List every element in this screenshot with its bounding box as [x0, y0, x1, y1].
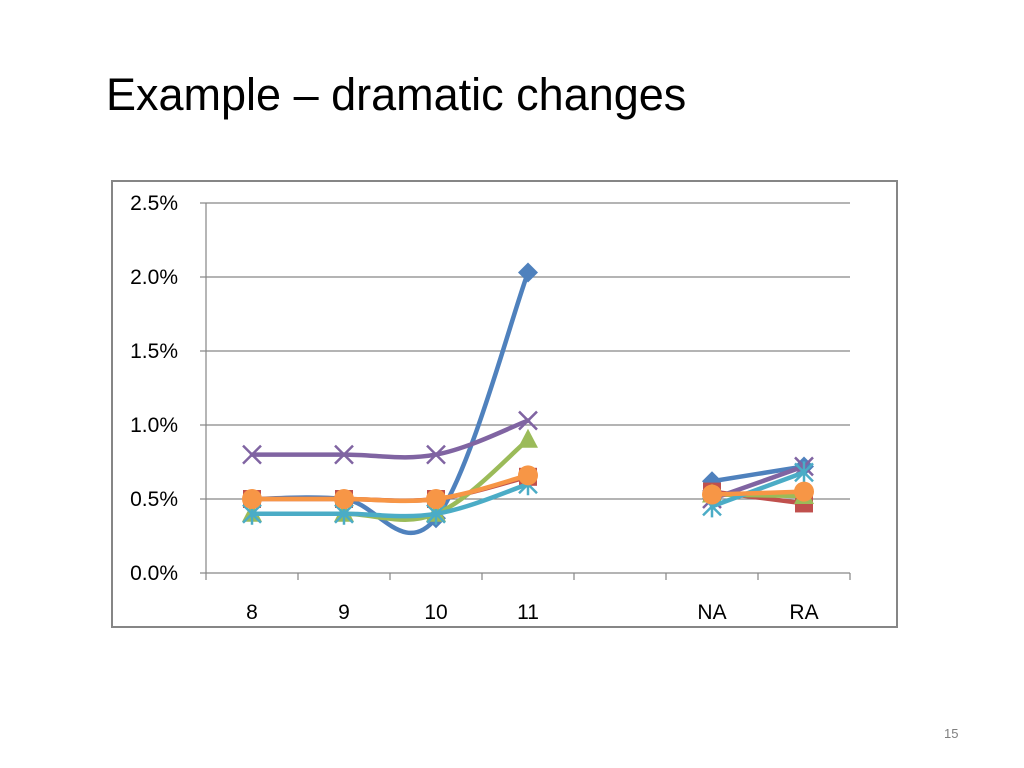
- y-tick-label: 0.5%: [130, 488, 178, 511]
- circle-marker: [702, 484, 722, 505]
- series-line: [249, 473, 531, 504]
- y-tick-label: 2.5%: [130, 192, 178, 215]
- series-line: [249, 270, 531, 536]
- x-tick-label: RA: [789, 601, 818, 624]
- line-chart: 0.0% 0.5% 1.0% 1.5% 2.0% 2.5% 8 9 10 11 NA RA: [111, 180, 898, 628]
- series-lines: [242, 262, 814, 536]
- x-marker: [518, 410, 538, 431]
- chart-canvas: 0.0% 0.5% 1.0% 1.5% 2.0% 2.5% 8 9 10 11 NA RA: [130, 192, 851, 624]
- circle-marker: [794, 481, 814, 502]
- series-line: [249, 418, 531, 460]
- gridlines: [206, 202, 850, 500]
- axes: [200, 202, 851, 580]
- y-tick-label: 0.0%: [130, 562, 178, 585]
- circle-marker: [242, 489, 262, 509]
- star-marker: [794, 461, 814, 484]
- y-tick-label: 1.5%: [130, 340, 178, 363]
- series-line: [249, 481, 531, 519]
- x-tick-label: 10: [424, 601, 447, 624]
- y-tick-label: 1.0%: [130, 414, 178, 437]
- triangle-marker: [518, 428, 538, 448]
- slide-title: Example – dramatic changes: [106, 69, 687, 120]
- series-line: [709, 470, 807, 509]
- diamond-marker: [518, 262, 538, 283]
- series-5: [242, 461, 814, 525]
- circle-marker: [518, 465, 538, 486]
- x-tick-label: 11: [517, 601, 539, 624]
- page-number: 15: [944, 726, 959, 741]
- tick-labels: 0.0% 0.5% 1.0% 1.5% 2.0% 2.5% 8 9 10 11 NA RA: [130, 192, 818, 624]
- x-marker: [334, 444, 354, 465]
- x-tick-label: 9: [338, 601, 350, 624]
- y-tick-label: 2.0%: [130, 266, 178, 289]
- x-marker: [242, 444, 262, 465]
- series-line: [249, 437, 531, 522]
- x-tick-label: NA: [697, 601, 726, 624]
- x-tick-label: 8: [246, 601, 258, 624]
- circle-marker: [334, 489, 354, 509]
- series-line: [709, 489, 807, 497]
- circle-marker: [426, 489, 446, 509]
- x-marker: [426, 444, 446, 465]
- series-6: [242, 465, 814, 509]
